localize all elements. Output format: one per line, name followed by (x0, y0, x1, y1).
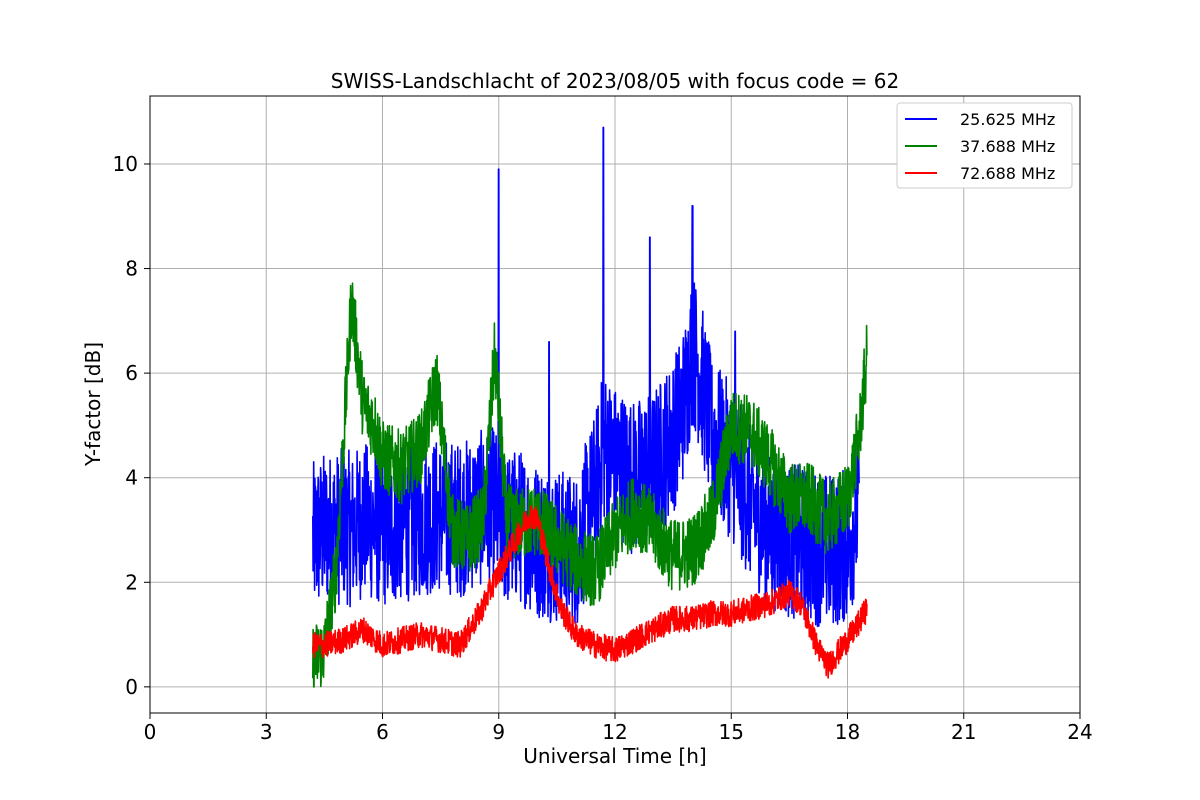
x-tick-label: 9 (492, 720, 505, 744)
y-tick-label: 8 (125, 257, 138, 281)
x-tick-label: 12 (602, 720, 627, 744)
y-tick-label: 6 (125, 361, 138, 385)
plot-series (311, 126, 868, 688)
x-tick-label: 6 (376, 720, 389, 744)
series-line (312, 282, 868, 688)
legend-box (896, 102, 1073, 189)
x-tick-label: 15 (719, 720, 744, 744)
y-tick-label: 4 (125, 466, 138, 490)
y-axis-label: Y-factor [dB] (81, 342, 105, 467)
x-tick-label: 3 (260, 720, 273, 744)
x-tick-label: 0 (144, 720, 157, 744)
legend-label: 72.688 MHz (960, 164, 1055, 183)
legend-label: 37.688 MHz (960, 137, 1055, 156)
y-axis-ticks: 0 2 4 6 8 10 (113, 152, 150, 699)
y-tick-label: 2 (125, 570, 138, 594)
x-tick-label: 24 (1067, 720, 1092, 744)
x-tick-label: 18 (835, 720, 860, 744)
chart-title: SWISS-Landschlacht of 2023/08/05 with fo… (331, 69, 899, 93)
legend: 25.625 MHz 37.688 MHz 72.688 MHz (896, 102, 1073, 189)
x-axis-ticks: 0 3 6 9 12 15 18 21 24 (144, 713, 1093, 744)
legend-label: 25.625 MHz (960, 110, 1055, 129)
y-tick-label: 0 (125, 675, 138, 699)
x-axis-label: Universal Time [h] (523, 744, 706, 768)
y-tick-label: 10 (113, 152, 138, 176)
series-line (312, 505, 868, 679)
x-tick-label: 21 (951, 720, 976, 744)
